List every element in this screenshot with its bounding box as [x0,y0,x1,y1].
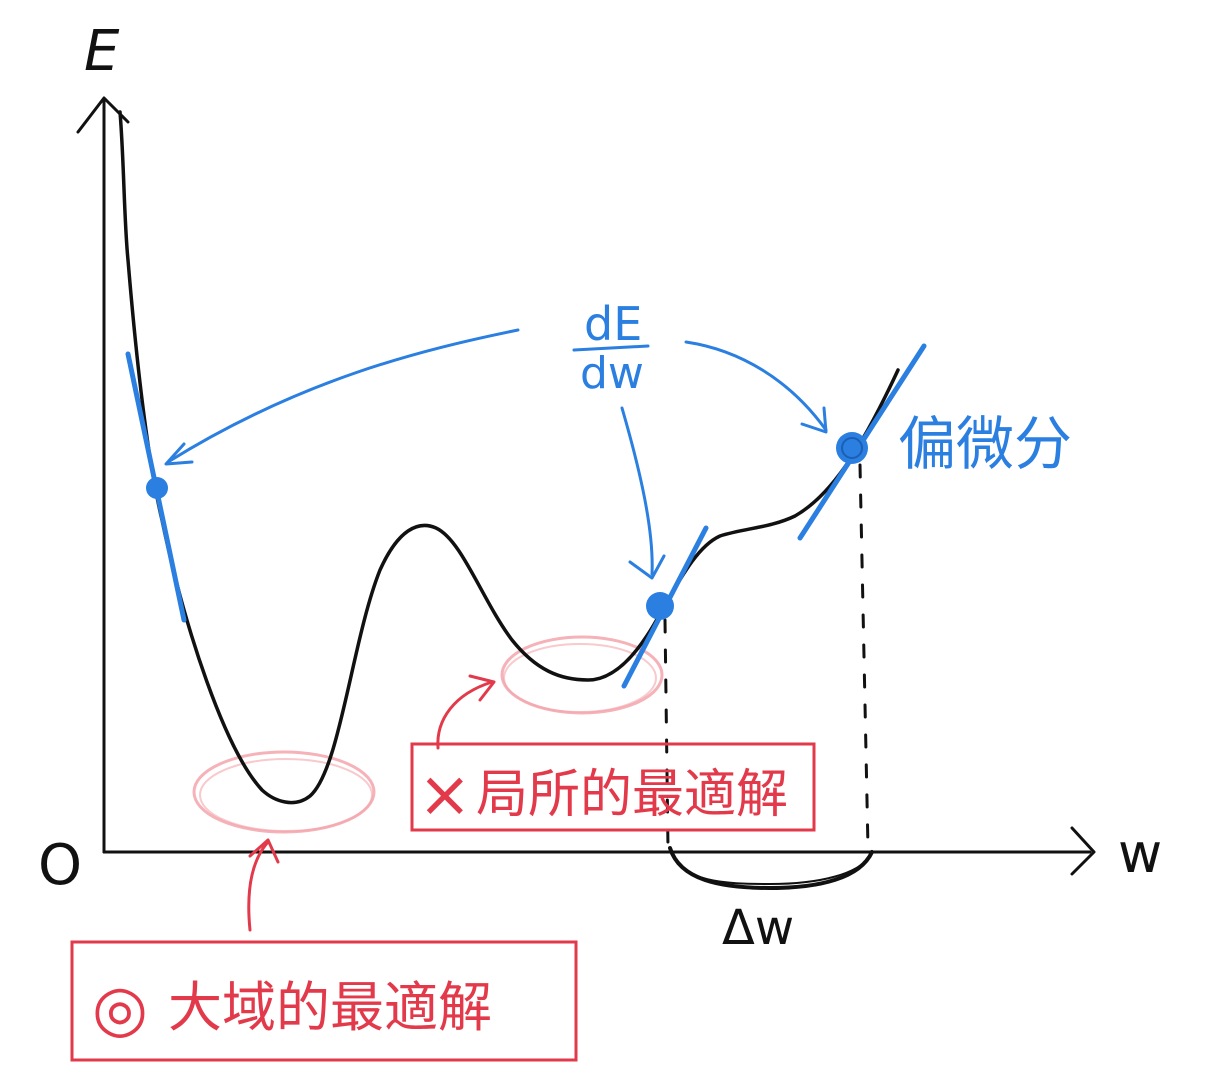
global-optimum-box [70,940,578,1062]
y-axis-label: E [84,19,120,84]
local-min-highlight-2 [503,643,657,713]
partial-derivative-label: 偏微分 [898,410,1072,478]
local-optimum-box [410,742,816,832]
energy-curve [118,110,900,805]
arrow-to-middle-point-head [628,554,666,580]
tangent-point-right [836,432,868,464]
local-optimum-mark: × [418,758,472,832]
global-optimum-text: 大域的最適解 [168,976,492,1039]
dashed-guide-right [858,463,870,850]
interval-label: Δw [722,900,794,956]
tangent-point-right-ring [841,437,863,459]
arrow-local-label [436,680,494,750]
derivative-denominator: dw [580,348,644,399]
arrow-local-label-head [468,674,496,702]
derivative-fraction-bar [572,344,650,352]
global-min-highlight-2 [199,758,373,832]
interval-brace [668,846,874,891]
local-min-highlight [500,635,664,715]
arrow-global-label-head [248,838,280,864]
arrow-to-middle-point [620,406,654,576]
axes [76,96,1096,876]
tangent-point-middle [646,592,674,620]
arrow-to-right-point [684,340,828,432]
x-axis-arrowhead [1070,826,1096,876]
red-arrows [247,674,496,932]
arrow-to-left-point [166,328,520,464]
arrow-to-left-point-head [164,442,194,466]
tangent-point-left [146,477,168,499]
interval-brace-2 [671,851,871,886]
tangent-lines [125,343,927,689]
origin-label: O [38,833,82,898]
global-min-highlight [192,750,376,834]
derivative-arrows [164,328,828,580]
dashed-guide-left [663,618,670,850]
dashed-guides [663,463,870,850]
x-axis-label: w [1118,822,1162,885]
arrow-global-label [247,840,270,932]
arrow-to-right-point-head [800,406,828,434]
derivative-numerator: dE [584,297,642,351]
global-optimum-mark: ◎ [92,972,148,1046]
tangent-points [146,432,868,620]
local-optimum-text: 局所的最適解 [476,765,788,825]
